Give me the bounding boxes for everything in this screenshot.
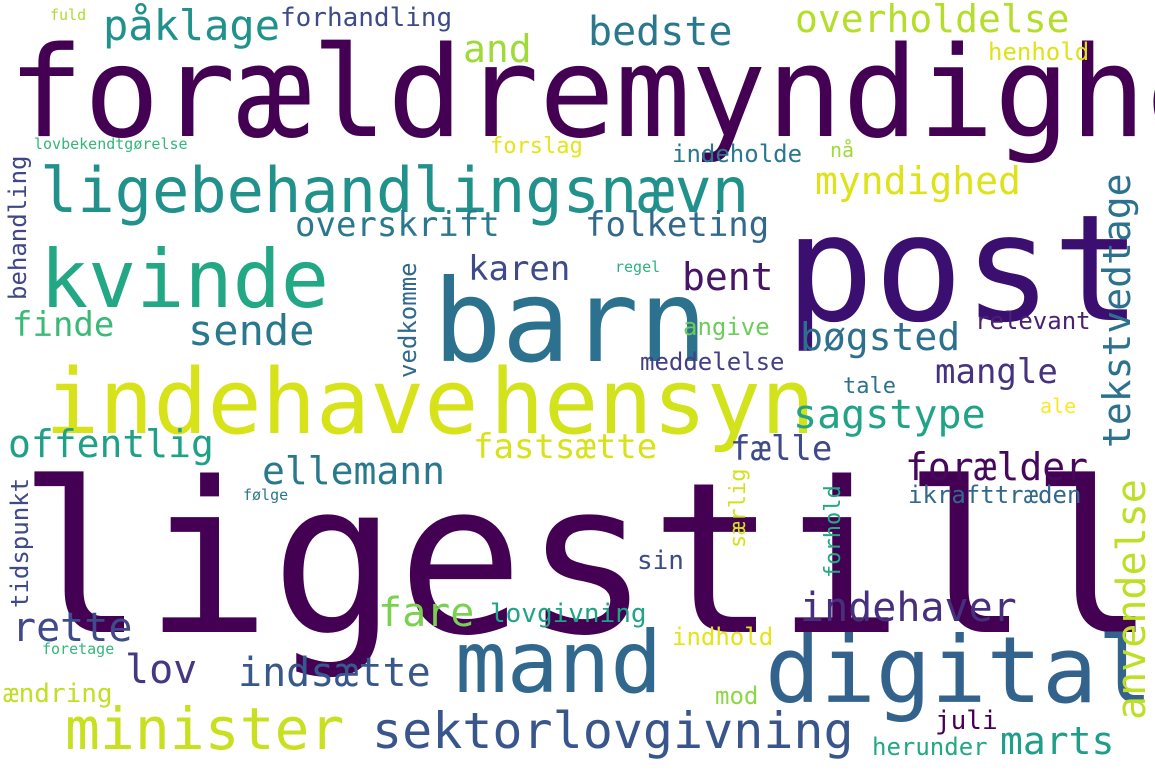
word-relevant: relevant bbox=[975, 307, 1091, 335]
word-mand: mand bbox=[455, 613, 663, 713]
word-ikrafttraeden: ikrafttræden bbox=[908, 481, 1082, 509]
word-sagstype: sagstype bbox=[793, 392, 986, 438]
word-tidspunkt: tidspunkt bbox=[6, 477, 34, 608]
word-aendring: ændring bbox=[3, 679, 113, 709]
word-karen: karen bbox=[468, 249, 571, 289]
word-minister: minister bbox=[65, 695, 345, 763]
word-marts: marts bbox=[1000, 719, 1115, 763]
word-indsaette: indsætte bbox=[238, 650, 431, 696]
word-sende: sende bbox=[188, 306, 315, 355]
word-lov: lov bbox=[125, 647, 198, 693]
word-overholdelse: overholdelse bbox=[795, 0, 1070, 41]
word-behandling: behandling bbox=[4, 155, 32, 301]
word-juli: juli bbox=[935, 706, 998, 736]
word-regel: regel bbox=[615, 258, 661, 276]
word-fare: fare bbox=[378, 590, 475, 636]
word-saerlig: særlig bbox=[726, 468, 751, 548]
word-myndighed: myndighed bbox=[815, 159, 1021, 203]
word-post: post bbox=[785, 183, 1142, 355]
word-forhold: forhold bbox=[821, 485, 846, 578]
word-indehave: indehave bbox=[45, 350, 479, 455]
word-indhold: indhold bbox=[672, 623, 774, 651]
word-bent: bent bbox=[682, 255, 774, 299]
word-hensyn: hensyn bbox=[490, 350, 816, 455]
word-bedste: bedste bbox=[588, 9, 733, 55]
word-foelge: følge bbox=[243, 486, 289, 504]
word-meddelelse: meddelelse bbox=[640, 348, 785, 376]
word-rette: rette bbox=[12, 605, 133, 651]
word-overskrift: overskrift bbox=[295, 205, 500, 245]
word-ligebehandlingsnaevn: ligebehandlingsnævn bbox=[40, 154, 750, 227]
word-sin: sin bbox=[637, 546, 684, 576]
word-offentlig: offentlig bbox=[8, 422, 214, 466]
word-lovgivning: lovgivning bbox=[490, 599, 647, 629]
word-herunder: herunder bbox=[872, 733, 988, 761]
word-forhandling: forhandling bbox=[280, 3, 453, 33]
word-mod: mod bbox=[715, 682, 759, 710]
word-forslag: forslag bbox=[490, 134, 583, 159]
word-kvinde: kvinde bbox=[40, 233, 329, 326]
word-and: and bbox=[463, 27, 532, 71]
word-fastsaette: fastsætte bbox=[473, 427, 658, 467]
word-tale: tale bbox=[843, 374, 896, 399]
word-fuld: fuld bbox=[50, 6, 87, 24]
word-finde: finde bbox=[12, 305, 115, 345]
word-lovbekendtgoerelse: lovbekendtgørelse bbox=[34, 135, 188, 153]
word-boegsted: bøgsted bbox=[800, 315, 961, 359]
word-paaklage: påklage bbox=[103, 1, 281, 50]
word-tekstvedtage: tekstvedtage bbox=[1095, 173, 1139, 448]
word-folketing: folketing bbox=[585, 205, 770, 245]
word-barn: barn bbox=[433, 255, 708, 388]
word-faelle: fælle bbox=[730, 429, 833, 469]
word-ale: ale bbox=[1040, 394, 1077, 418]
word-naa: nå bbox=[830, 138, 855, 162]
word-ligestilling: ligestilling bbox=[18, 437, 1155, 682]
word-mangle: mangle bbox=[935, 352, 1058, 392]
word-digital: digital bbox=[765, 617, 1153, 724]
word-anvendelse: anvendelse bbox=[1109, 479, 1155, 720]
word-foraeldremyndighed: forældremyndighed bbox=[8, 19, 1155, 166]
word-indeholde: indeholde bbox=[672, 140, 803, 168]
word-angive: angive bbox=[683, 313, 770, 341]
word-vedkomme: vedkomme bbox=[394, 262, 422, 378]
word-foraelder: forælder bbox=[905, 445, 1089, 489]
word-henhold: henhold bbox=[988, 38, 1090, 66]
word-indehaver: indehaver bbox=[800, 585, 1017, 631]
word-ellemann: ellemann bbox=[262, 449, 446, 493]
word-foretage: foretage bbox=[42, 640, 115, 658]
word-sektorlovgivning: sektorlovgivning bbox=[372, 702, 854, 760]
